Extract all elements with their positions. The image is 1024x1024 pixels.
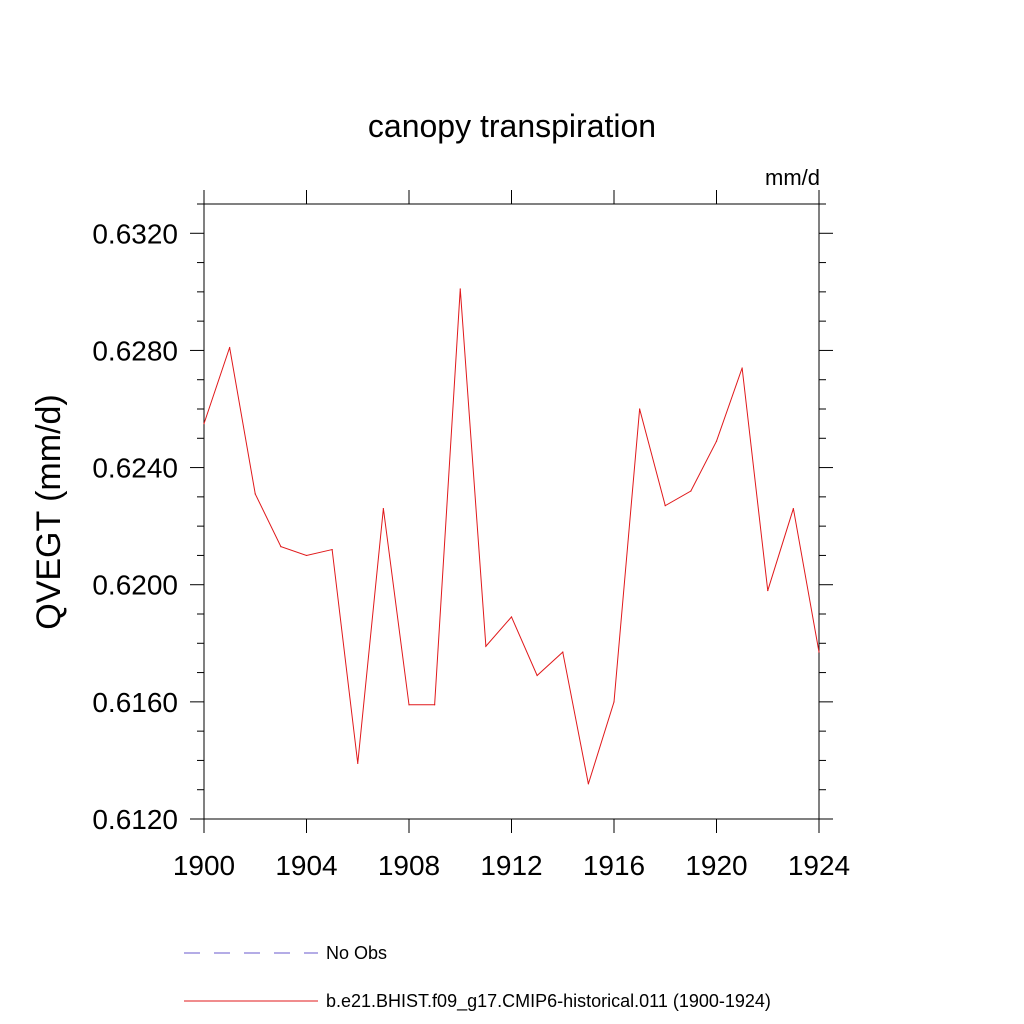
data-point <box>305 554 308 557</box>
x-tick-labels: 1900 1904 1908 1912 1916 1920 1924 <box>173 850 850 881</box>
series-line <box>203 288 820 785</box>
data-point <box>229 346 231 349</box>
y-axis-label: QVEGT (mm/d) <box>30 394 68 630</box>
data-point <box>613 701 615 703</box>
legend-label-historical: b.e21.BHIST.f09_g17.CMIP6-historical.011… <box>326 991 771 1012</box>
chart-title: canopy transpiration <box>368 108 656 144</box>
data-point <box>664 505 666 507</box>
data-point <box>741 367 743 369</box>
data-point <box>536 674 538 677</box>
y-tick-label: 0.6320 <box>92 218 178 249</box>
data-point <box>434 704 436 706</box>
axis-ticks <box>190 190 833 833</box>
data-point <box>690 490 692 492</box>
x-tick-label: 1924 <box>788 850 850 881</box>
y-tick-label: 0.6160 <box>92 687 178 718</box>
x-tick-label: 1920 <box>685 850 747 881</box>
data-point <box>203 423 205 425</box>
data-point <box>459 288 461 290</box>
legend: No Obs b.e21.BHIST.f09_g17.CMIP6-histori… <box>184 943 771 1012</box>
data-point <box>357 762 359 764</box>
data-point <box>382 507 384 510</box>
x-tick-label: 1904 <box>275 850 337 881</box>
data-point <box>254 493 256 495</box>
y-tick-label: 0.6120 <box>92 804 178 835</box>
data-point <box>587 783 589 785</box>
data-point <box>331 548 333 551</box>
data-point <box>818 651 820 653</box>
data-point <box>510 616 513 618</box>
data-point <box>767 589 769 592</box>
legend-label-no-obs: No Obs <box>326 943 387 963</box>
data-point <box>639 408 641 410</box>
data-point <box>408 704 410 706</box>
data-point <box>485 645 487 647</box>
x-tick-label: 1908 <box>378 850 440 881</box>
y-tick-label: 0.6280 <box>92 335 178 366</box>
data-point <box>280 546 282 548</box>
data-point <box>792 507 794 510</box>
plot-frame <box>203 203 820 820</box>
y-tick-label: 0.6200 <box>92 570 178 601</box>
y-tick-label: 0.6240 <box>92 453 178 484</box>
units-label: mm/d <box>765 165 820 190</box>
y-tick-labels: 0.6120 0.6160 0.6200 0.6240 0.6280 0.6320 <box>92 218 178 835</box>
series-lines <box>203 288 820 785</box>
data-point <box>715 440 718 442</box>
data-point <box>562 651 564 653</box>
x-tick-label: 1912 <box>480 850 542 881</box>
x-tick-label: 1900 <box>173 850 235 881</box>
x-tick-label: 1916 <box>583 850 645 881</box>
